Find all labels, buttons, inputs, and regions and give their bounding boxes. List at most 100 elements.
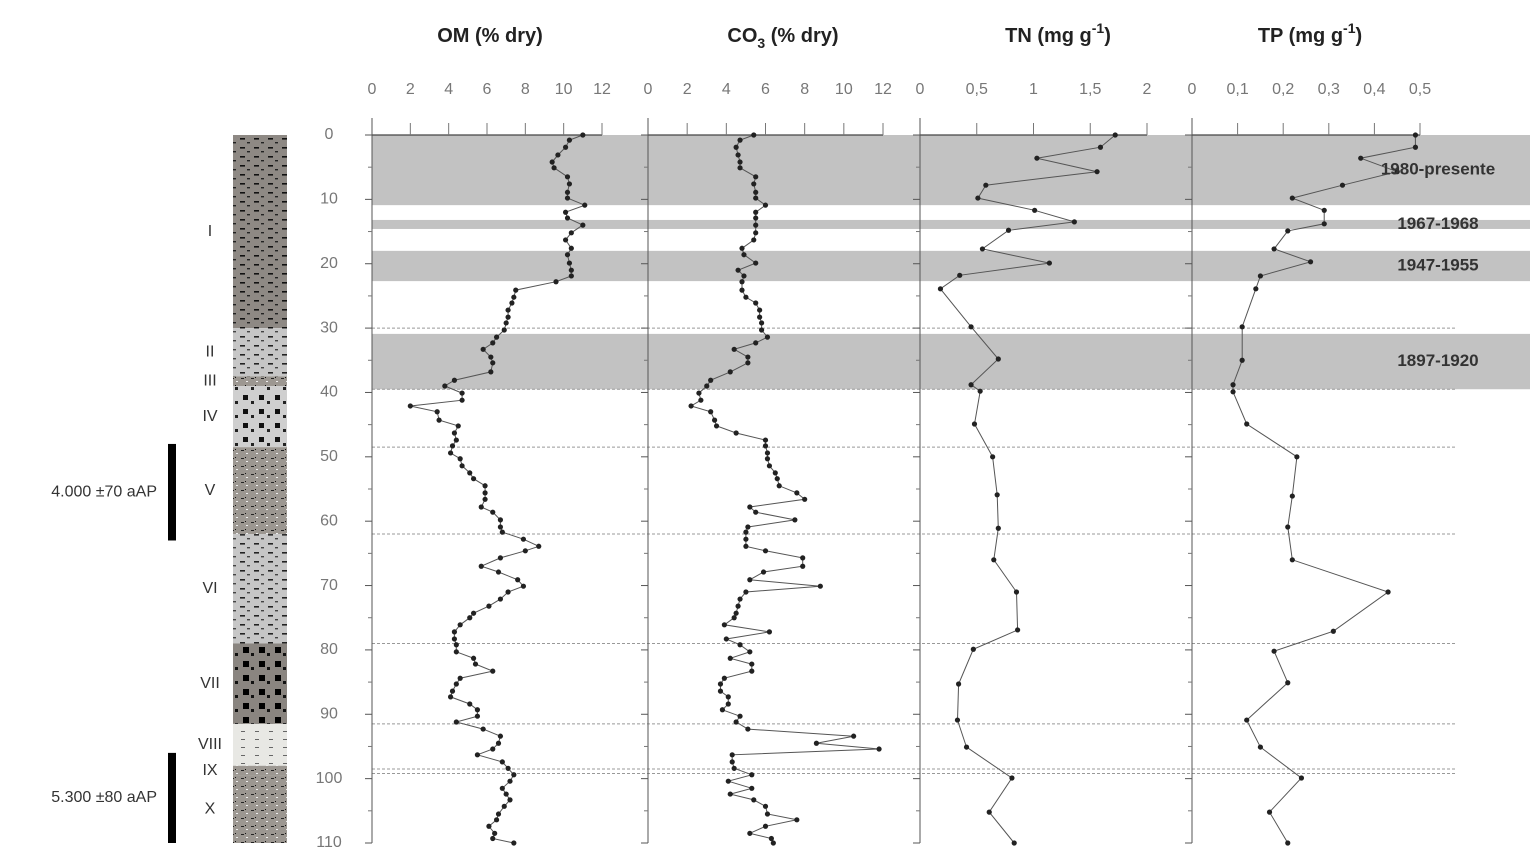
- profile-point: [1257, 744, 1263, 750]
- depth-tick-label: 100: [316, 770, 343, 787]
- profile-point: [467, 470, 473, 476]
- profile-point: [1271, 648, 1277, 654]
- profile-point: [794, 490, 800, 496]
- profile-point: [455, 423, 461, 429]
- profile-point: [497, 733, 504, 739]
- profile-point: [975, 195, 981, 201]
- profile-point: [727, 369, 733, 375]
- profile-point: [696, 390, 702, 396]
- profile-point: [741, 273, 747, 279]
- depth-tick-label: 40: [320, 384, 338, 401]
- profile-line: [689, 134, 880, 844]
- profile-point: [442, 383, 448, 389]
- profile-point: [490, 509, 496, 515]
- profile-point: [478, 563, 484, 569]
- profile-point: [562, 144, 569, 150]
- profile-point: [733, 430, 739, 436]
- profile-point: [1285, 840, 1291, 846]
- profile-point: [1011, 840, 1017, 846]
- profile-point: [743, 529, 749, 535]
- profile-point: [447, 694, 454, 700]
- profile-point: [751, 237, 757, 243]
- profile-point: [486, 603, 492, 609]
- title-part: -1: [1092, 20, 1105, 36]
- date-bar: [168, 752, 176, 843]
- profile-point: [737, 713, 743, 719]
- unit-label: I: [208, 223, 212, 240]
- period-band: [372, 135, 1530, 206]
- profile-point: [1266, 809, 1273, 815]
- profile-point: [762, 202, 769, 208]
- profile-point: [1005, 227, 1012, 233]
- profile-point: [553, 279, 559, 285]
- depth-tick-label: 80: [320, 641, 338, 658]
- profile-point: [994, 492, 1000, 498]
- profile-point: [817, 583, 823, 589]
- profile-point: [704, 383, 710, 389]
- unit-label: V: [205, 482, 216, 499]
- profile-point: [505, 765, 511, 771]
- x-tick-label: 0: [644, 81, 653, 98]
- date-label: 5.300 ±80 aAP: [51, 789, 157, 806]
- profile-point: [474, 752, 481, 758]
- profile-point: [731, 765, 737, 771]
- profile-point: [749, 772, 755, 778]
- profile-point: [725, 701, 731, 707]
- profile-point: [451, 636, 458, 642]
- profile-point: [731, 615, 737, 621]
- profile-point: [968, 324, 974, 330]
- profile-point: [747, 504, 753, 510]
- profile-point: [482, 483, 488, 489]
- profile-point: [733, 610, 739, 616]
- profile-point: [499, 529, 505, 535]
- profile-point: [764, 456, 771, 462]
- profile-point: [762, 443, 769, 449]
- profile-point: [758, 320, 765, 326]
- profile-point: [1289, 195, 1295, 201]
- profile-point: [459, 390, 465, 396]
- profile-point: [1321, 207, 1327, 213]
- profile-point: [1046, 260, 1052, 266]
- unit-label: II: [206, 343, 215, 360]
- profile-point: [766, 629, 773, 635]
- x-tick-label: 2: [406, 81, 415, 98]
- profile-point: [753, 260, 759, 266]
- profile-point: [566, 181, 573, 187]
- profile-point: [568, 273, 574, 279]
- lithology-unit: [233, 328, 287, 377]
- profile-point: [1253, 286, 1259, 292]
- profile-point: [467, 701, 473, 707]
- profile-point: [970, 646, 976, 652]
- profile-point: [503, 320, 509, 326]
- profile-point: [963, 744, 970, 750]
- profile-point: [995, 356, 1001, 362]
- profile-point: [727, 791, 733, 797]
- panel-title: OM (% dry): [437, 25, 543, 47]
- x-tick-label: 0,4: [1363, 81, 1385, 98]
- profile-point: [794, 817, 800, 823]
- profile-point: [564, 252, 571, 258]
- profile-point: [490, 668, 496, 674]
- depth-tick-label: 60: [320, 512, 338, 529]
- profile-point: [711, 417, 718, 423]
- profile-point: [551, 165, 557, 171]
- profile-point: [497, 555, 504, 561]
- profile-point: [739, 287, 745, 293]
- title-part: (% dry): [765, 25, 838, 47]
- x-tick-label: 0,1: [1226, 81, 1248, 98]
- profile-point: [751, 132, 757, 138]
- profile-point: [482, 496, 488, 502]
- profile-point: [580, 132, 586, 138]
- profile-point: [725, 778, 731, 784]
- date-bar: [168, 443, 176, 541]
- profile-point: [568, 230, 574, 236]
- profile-point: [520, 536, 527, 542]
- profile-point: [488, 354, 494, 360]
- period-band: [372, 219, 1530, 229]
- profile-point: [753, 215, 759, 221]
- profile-point: [743, 294, 749, 300]
- profile-point: [968, 382, 974, 388]
- profile-point: [743, 543, 749, 549]
- profile-point: [1244, 421, 1250, 427]
